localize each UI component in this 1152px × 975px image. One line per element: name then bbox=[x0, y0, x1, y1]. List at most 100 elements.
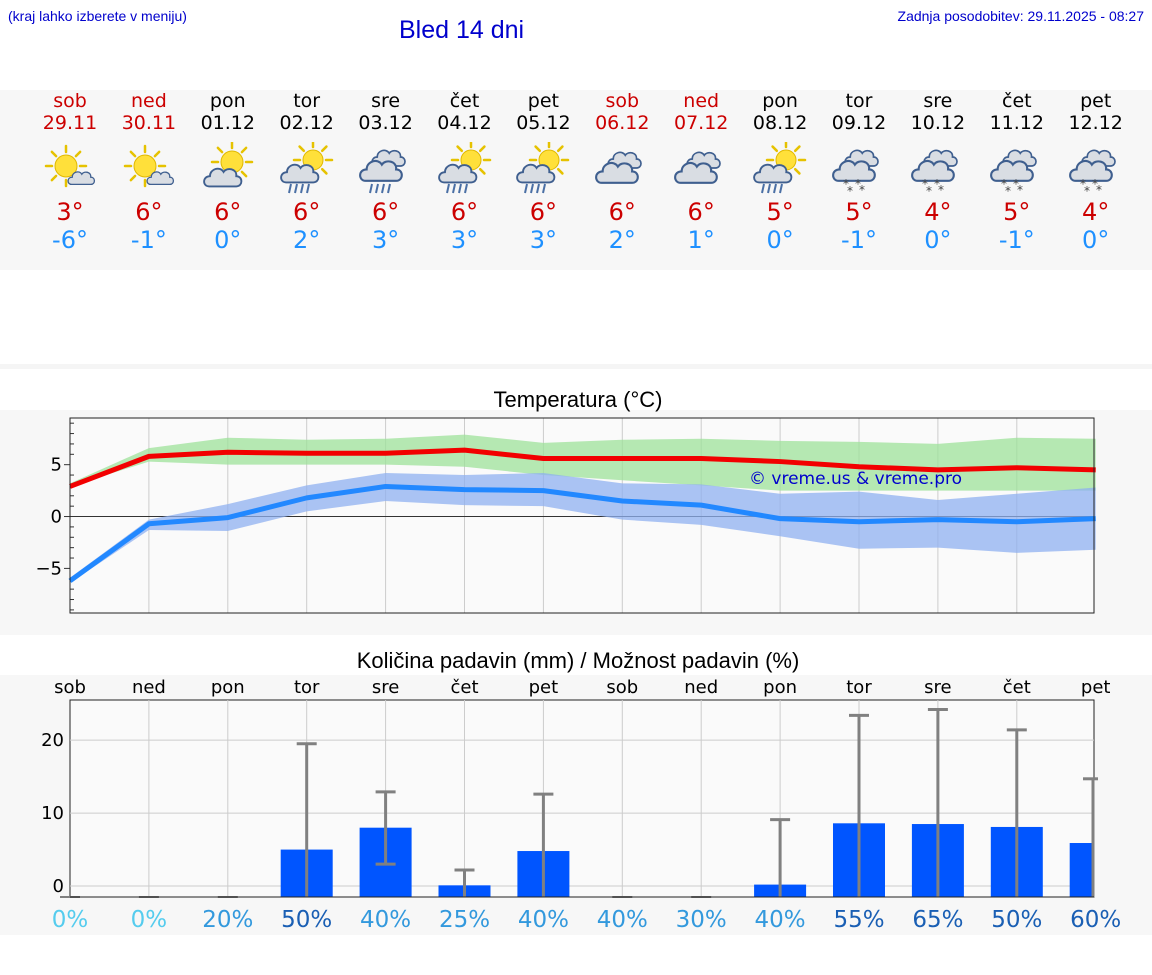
sun-rain-icon bbox=[437, 142, 491, 194]
day-column: pet 05.12 6° 3° bbox=[504, 90, 582, 254]
svg-text:*: * bbox=[926, 184, 932, 198]
cloud-snow-icon: * ** * bbox=[989, 149, 1037, 198]
temp-max: 6° bbox=[135, 198, 163, 226]
day-name: sob bbox=[53, 90, 87, 112]
day-date: 04.12 bbox=[437, 112, 492, 134]
day-date: 29.11 bbox=[42, 112, 98, 134]
day-name: pet bbox=[527, 90, 559, 112]
day-date: 11.12 bbox=[989, 112, 1044, 134]
temp-max: 6° bbox=[529, 198, 558, 226]
temp-min: 3° bbox=[450, 226, 479, 254]
day-date: 01.12 bbox=[200, 112, 255, 134]
temp-min: -6° bbox=[52, 226, 88, 254]
day-date: 02.12 bbox=[279, 112, 334, 134]
page-title: Bled 14 dni bbox=[399, 16, 525, 44]
cloud-rain-icon bbox=[358, 149, 406, 194]
temp-min: 3° bbox=[529, 226, 558, 254]
svg-text:*: * bbox=[847, 184, 853, 198]
temp-min: 0° bbox=[766, 226, 794, 254]
day-date: 05.12 bbox=[516, 112, 571, 134]
temp-min: 0° bbox=[1082, 226, 1110, 254]
sun-rain-icon bbox=[753, 142, 807, 194]
separator bbox=[0, 364, 1152, 369]
temp-min: 0° bbox=[214, 226, 242, 254]
day-name: sre bbox=[923, 90, 953, 112]
partly-cloudy-icon bbox=[202, 142, 254, 188]
temp-min: 1° bbox=[687, 226, 715, 254]
day-name: ned bbox=[683, 90, 720, 112]
svg-text:*: * bbox=[1084, 184, 1090, 198]
day-column: čet 11.12 * * * * 5° -1° bbox=[978, 90, 1056, 254]
cloud-snow-icon: * ** * bbox=[832, 149, 879, 198]
day-date: 07.12 bbox=[673, 112, 729, 134]
temp-max: 6° bbox=[687, 198, 715, 226]
temperature-band bbox=[0, 410, 1152, 635]
svg-text:*: * bbox=[1001, 177, 1007, 191]
cloud-snow-icon: * ** * bbox=[910, 149, 958, 198]
cloud-snow-icon: * ** * bbox=[1068, 149, 1116, 198]
day-column: sob 29.11 3° -6° bbox=[31, 90, 109, 254]
day-date: 03.12 bbox=[358, 112, 413, 134]
temp-min: -1° bbox=[130, 226, 167, 254]
temp-min: 2° bbox=[608, 226, 636, 254]
temp-min: 0° bbox=[924, 226, 952, 254]
precipitation-chart-title: Količina padavin (mm) / Možnost padavin … bbox=[356, 648, 800, 673]
day-name: tor bbox=[845, 90, 873, 112]
day-column: pon 01.12 6° 0° bbox=[189, 90, 267, 254]
temp-min: 3° bbox=[371, 226, 400, 254]
svg-text:*: * bbox=[938, 183, 944, 197]
precipitation-band bbox=[0, 675, 1152, 935]
day-name: čet bbox=[449, 90, 480, 112]
sun-rain-icon bbox=[516, 142, 570, 194]
svg-text:*: * bbox=[859, 183, 865, 197]
day-column: pet 12.12 * * * * 4° 0° bbox=[1057, 90, 1135, 254]
last-updated: Zadnja posodobitev: 29.11.2025 - 08:27 bbox=[897, 8, 1144, 24]
day-column: tor 02.12 6° 2° bbox=[268, 90, 346, 254]
day-column: čet 04.12 6° 3° bbox=[426, 90, 504, 254]
temp-max: 6° bbox=[608, 198, 636, 226]
cloudy-icon bbox=[595, 151, 643, 184]
temp-max: 5° bbox=[845, 198, 873, 226]
svg-text:*: * bbox=[1017, 183, 1023, 197]
day-column: pon 08.12 5° 0° bbox=[741, 90, 819, 254]
svg-text:*: * bbox=[1096, 183, 1102, 197]
svg-text:*: * bbox=[934, 177, 940, 191]
location-menu-note[interactable]: (kraj lahko izberete v meniju) bbox=[8, 8, 187, 24]
day-date: 08.12 bbox=[752, 112, 808, 134]
cloudy-icon bbox=[674, 151, 722, 184]
day-name: sre bbox=[371, 90, 401, 112]
day-column: ned 07.12 6° 1° bbox=[662, 90, 740, 254]
svg-text:*: * bbox=[843, 177, 849, 191]
day-name: pon bbox=[762, 90, 798, 112]
temp-min: -1° bbox=[998, 226, 1035, 254]
sun-rain-icon bbox=[279, 142, 333, 194]
day-name: pet bbox=[1080, 90, 1112, 112]
day-date: 12.12 bbox=[1068, 112, 1123, 134]
day-name: tor bbox=[293, 90, 321, 112]
forecast-band bbox=[0, 90, 1152, 270]
day-name: sob bbox=[605, 90, 640, 112]
temp-min: -1° bbox=[841, 226, 877, 254]
day-name: ned bbox=[130, 90, 167, 112]
svg-text:*: * bbox=[1080, 177, 1086, 191]
temp-min: 2° bbox=[293, 226, 321, 254]
svg-text:*: * bbox=[855, 177, 861, 191]
day-column: sre 03.12 6° 3° bbox=[347, 90, 425, 254]
temp-max: 3° bbox=[56, 198, 84, 226]
temp-max: 5° bbox=[1003, 198, 1031, 226]
day-date: 30.11 bbox=[121, 112, 177, 134]
day-date: 09.12 bbox=[831, 112, 887, 134]
day-column: ned 30.11 6° -1° bbox=[110, 90, 188, 254]
temp-max: 4° bbox=[1082, 198, 1110, 226]
svg-text:*: * bbox=[1005, 184, 1011, 198]
day-column: sob 06.12 6° 2° bbox=[583, 90, 661, 254]
day-column: sre 10.12 * * * * 4° 0° bbox=[899, 90, 977, 254]
temp-max: 4° bbox=[924, 198, 952, 226]
sun-cloud-icon bbox=[44, 144, 96, 188]
temp-max: 6° bbox=[293, 198, 321, 226]
temperature-chart-title: Temperatura (°C) bbox=[493, 387, 663, 412]
temp-max: 6° bbox=[450, 198, 479, 226]
day-name: čet bbox=[1002, 90, 1032, 112]
day-name: pon bbox=[209, 90, 246, 112]
day-date: 10.12 bbox=[910, 112, 966, 134]
